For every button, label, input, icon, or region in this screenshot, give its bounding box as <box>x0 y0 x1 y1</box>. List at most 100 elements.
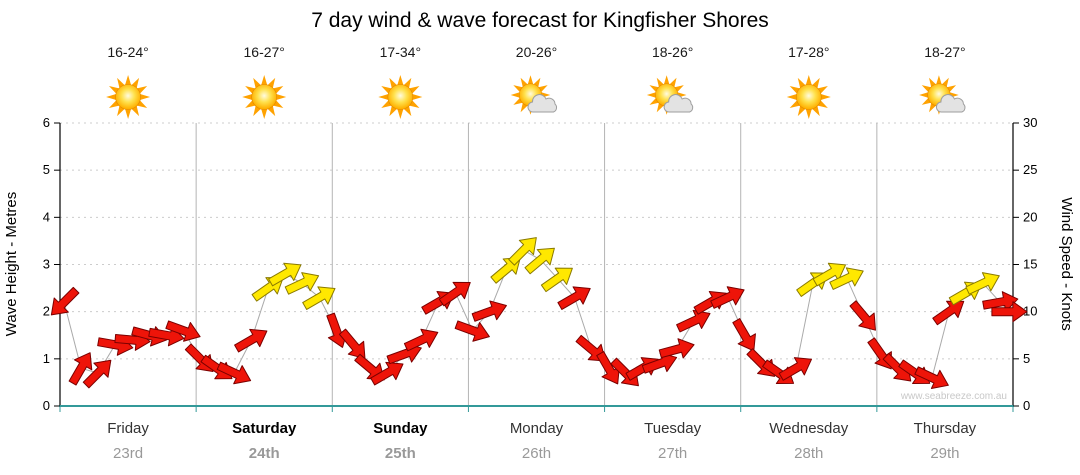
watermark: www.seabreeze.com.au <box>900 391 1007 402</box>
wind-arrow <box>812 262 846 287</box>
wind-arrow <box>658 338 695 359</box>
right-tick-label: 15 <box>1023 257 1037 272</box>
wind-arrow <box>50 286 80 316</box>
sun-rays <box>242 75 287 119</box>
wind-arrow <box>302 286 336 310</box>
wind-arrow <box>965 272 1000 295</box>
sun-disc <box>387 84 414 110</box>
sunny-icon <box>786 75 831 119</box>
wind-arrow <box>284 272 320 295</box>
wind-arrow <box>849 300 876 331</box>
sunny-icon <box>106 75 151 119</box>
day-name-label: Wednesday <box>769 420 848 437</box>
wind-arrow <box>82 359 112 389</box>
temp-range-label: 17-34° <box>380 44 421 60</box>
left-tick-label: 0 <box>43 398 50 413</box>
wind-arrow <box>710 286 745 309</box>
partly-cloudy-icon <box>510 75 557 115</box>
temp-range-label: 16-24° <box>107 44 148 60</box>
sun <box>106 75 151 119</box>
partly-cloudy-icon <box>919 75 966 115</box>
day-date-label: 28th <box>794 445 823 462</box>
header-layer: 16-24° 16-27° 17-34° 20-26° 18-26° 17-28° 18-2… <box>106 44 966 119</box>
day-date-label: 23rd <box>113 445 143 462</box>
day-name-label: Saturday <box>232 420 297 437</box>
partly-cloudy-icon <box>646 75 694 115</box>
sun-disc <box>115 84 141 110</box>
wind-arrow <box>557 286 591 310</box>
sun-rays <box>786 75 831 119</box>
day-date-label: 26th <box>522 445 551 462</box>
wind-arrow <box>370 361 404 386</box>
wind-arrow <box>216 361 252 385</box>
wind-arrow <box>732 318 756 352</box>
day-name-label: Friday <box>107 420 149 437</box>
right-tick-label: 25 <box>1023 162 1037 177</box>
left-tick-label: 5 <box>43 162 50 177</box>
wind-arrow <box>829 267 864 290</box>
wind-arrow <box>165 320 201 342</box>
series-layer <box>50 237 1028 389</box>
wind-arrow <box>676 309 711 333</box>
temp-range-label: 17-28° <box>788 44 829 60</box>
day-name-label: Sunday <box>373 420 428 437</box>
axes-layer: 0 1 2 3 4 5 6 0 5 10 15 20 25 30 <box>43 115 1038 413</box>
sun-disc <box>251 84 278 110</box>
wind-arrow <box>914 366 949 389</box>
sun <box>242 75 287 119</box>
wind-arrow <box>508 237 537 266</box>
left-axis-title: Wave Height - Metres <box>3 192 20 337</box>
temp-range-label: 16-27° <box>244 44 285 60</box>
cloud <box>663 94 694 113</box>
sun <box>378 75 423 119</box>
day-name-label: Tuesday <box>644 420 701 437</box>
page-title: 7 day wind & wave forecast for Kingfishe… <box>311 9 769 32</box>
wind-arrow <box>454 320 490 342</box>
sunny-icon <box>242 75 287 119</box>
day-name-label: Thursday <box>914 420 977 437</box>
cloud <box>935 94 966 113</box>
day-date-label: 27th <box>658 445 687 462</box>
day-date-label: 29th <box>930 445 959 462</box>
left-tick-label: 3 <box>43 257 50 272</box>
temp-range-label: 18-27° <box>924 44 965 60</box>
left-tick-label: 6 <box>43 115 50 130</box>
day-date-label: 24th <box>249 445 280 462</box>
wind-arrow <box>68 352 93 386</box>
right-tick-label: 30 <box>1023 115 1037 130</box>
wind-arrow <box>991 301 1028 323</box>
sun-rays <box>106 75 151 119</box>
left-tick-label: 1 <box>43 351 50 366</box>
left-tick-label: 4 <box>43 209 50 224</box>
left-tick-label: 2 <box>43 304 50 319</box>
day-name-label: Monday <box>510 420 564 437</box>
wind-arrow <box>438 281 471 307</box>
wind-arrow <box>268 262 302 287</box>
sun-rays <box>378 75 423 119</box>
right-tick-label: 20 <box>1023 209 1037 224</box>
right-tick-label: 10 <box>1023 304 1037 319</box>
wind-arrow <box>403 328 439 352</box>
wind-arrow <box>524 247 555 275</box>
sunny-icon <box>378 75 423 119</box>
day-date-label: 25th <box>385 445 416 462</box>
wind-arrow <box>338 328 366 359</box>
wind-arrow <box>932 300 965 326</box>
wind-arrow <box>540 267 573 293</box>
temp-range-label: 20-26° <box>516 44 557 60</box>
temp-range-label: 18-26° <box>652 44 693 60</box>
sun <box>786 75 831 119</box>
xlabels-layer: Friday 23rd Saturday 24th Sunday 25th Monday 26… <box>107 420 976 462</box>
wind-arrow <box>471 300 507 322</box>
wind-arrow <box>746 348 776 377</box>
wind-arrow <box>982 291 1019 312</box>
right-tick-label: 0 <box>1023 398 1030 413</box>
cloud <box>527 94 557 113</box>
right-axis-title: Wind Speed - Knots <box>1058 197 1075 330</box>
right-tick-label: 5 <box>1023 351 1030 366</box>
wind-arrow <box>596 351 620 385</box>
sun-disc <box>795 84 822 110</box>
wind-arrow <box>778 357 812 381</box>
